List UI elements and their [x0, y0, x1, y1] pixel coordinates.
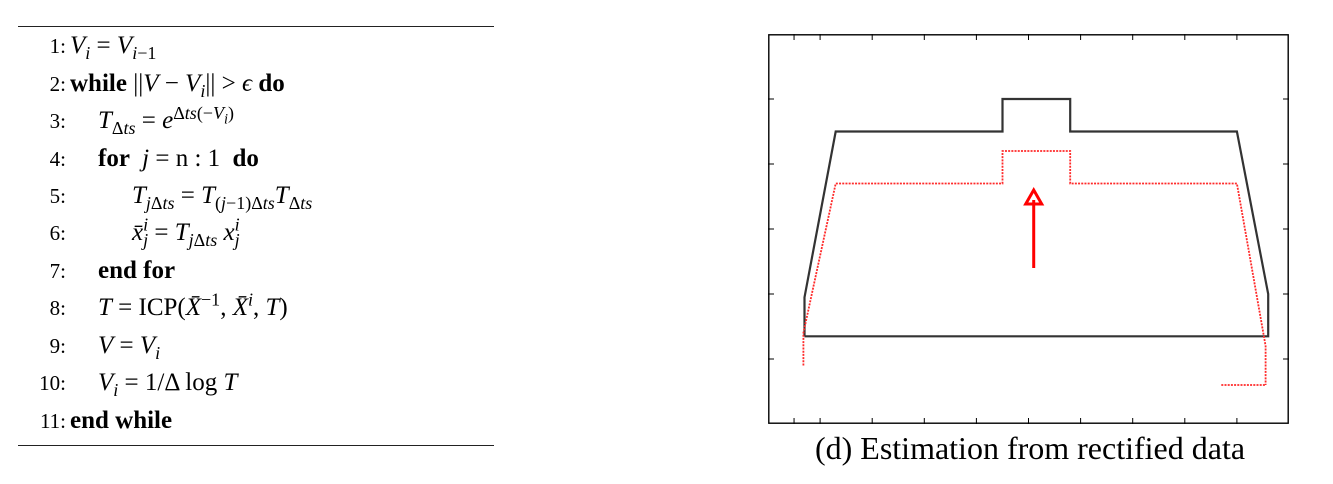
algorithm-block: 1: Vi = Vi−1 2: while ||V − Vi|| > ϵ do … [18, 0, 494, 460]
keyword-while: while [70, 70, 127, 97]
line-number: 8: [49, 296, 66, 320]
keyword-do: do [232, 145, 259, 172]
keyword-for: for [98, 145, 130, 172]
plot-area [768, 34, 1289, 424]
icp-call: ICP( [138, 294, 186, 321]
axis-ticks [768, 34, 1289, 424]
series-line-0 [803, 97, 1270, 338]
line-number: 4: [49, 147, 66, 171]
algorithm-top-rule [18, 26, 494, 27]
keyword-end-for: end for [98, 257, 176, 284]
figure-panel: (d) Estimation from rectified data [750, 0, 1310, 484]
figure-caption: (d) Estimation from rectified data [814, 430, 1246, 466]
line-number: 2: [49, 72, 66, 96]
line-number: 9: [49, 334, 66, 358]
algorithm-bottom-rule [18, 445, 494, 446]
line-number: 6: [49, 221, 66, 245]
line-number: 10: [39, 371, 66, 395]
line-number: 7: [49, 259, 66, 283]
line-number: 5: [49, 184, 66, 208]
line-number: 3: [49, 109, 66, 133]
plot-frame-border [768, 34, 1289, 424]
series-line-1 [802, 150, 1267, 385]
series-layer [802, 97, 1270, 386]
line-number: 11: [39, 409, 66, 433]
keyword-end-while: end while [70, 407, 173, 434]
annotation-layer [1023, 186, 1045, 268]
loop-range: n : 1 [175, 145, 221, 172]
arrow-head-0 [1023, 186, 1045, 206]
keyword-do: do [258, 70, 285, 97]
line-number: 1: [49, 34, 66, 58]
